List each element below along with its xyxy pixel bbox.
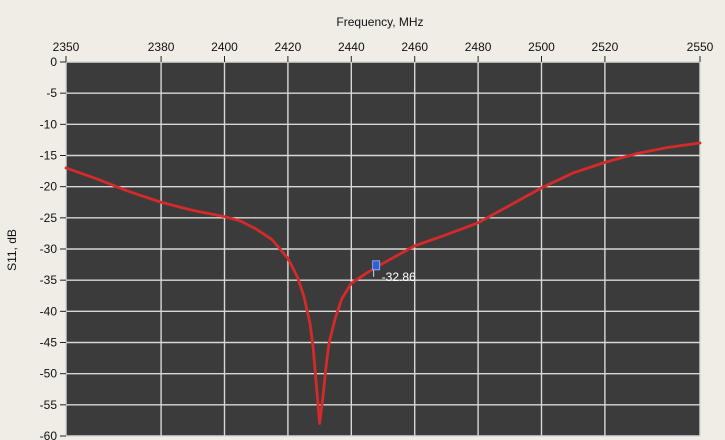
- x-tick-label: 2440: [338, 40, 365, 54]
- marker-annotations: -32.86: [372, 260, 416, 284]
- x-tick-label: 2520: [592, 40, 619, 54]
- x-tick-label: 2480: [465, 40, 492, 54]
- x-tick-label: 2380: [148, 40, 175, 54]
- y-tick-label: -50: [40, 367, 58, 381]
- marker-point: [372, 260, 381, 271]
- x-axis-title: Frequency, MHz: [336, 15, 423, 29]
- y-tick-label: -5: [46, 86, 57, 100]
- x-tick-label: 2460: [401, 40, 428, 54]
- x-tick-label: 2420: [275, 40, 302, 54]
- y-tick-label: -30: [40, 242, 58, 256]
- y-axis-title: S11, dB: [5, 229, 19, 271]
- marker-value-label: -32.86: [382, 270, 416, 284]
- y-tick-label: -35: [40, 273, 58, 287]
- x-tick-label: 2500: [528, 40, 555, 54]
- y-tick-label: -40: [40, 304, 58, 318]
- y-tick-label: -15: [40, 149, 58, 163]
- s11-series-line: [64, 141, 702, 425]
- y-tick-label: -60: [40, 429, 58, 440]
- y-tick-label: -25: [40, 211, 58, 225]
- x-axis-ticks: 2350 2380 2400 2420 2440 2460 2480 2500 2520 2550: [53, 40, 714, 62]
- y-tick-label: 0: [50, 55, 57, 69]
- y-tick-label: -45: [40, 336, 58, 350]
- y-axis-ticks: 0 -5 -10 -15 -20 -25 -30 -35 -40 -45 -50 -55 -60: [40, 55, 66, 440]
- x-tick-label: 2350: [53, 40, 80, 54]
- y-tick-label: -10: [40, 117, 58, 131]
- y-tick-label: -55: [40, 398, 58, 412]
- grid-lines: [65, 61, 701, 437]
- x-tick-label: 2550: [687, 40, 714, 54]
- x-tick-label: 2400: [211, 40, 238, 54]
- y-tick-label: -20: [40, 180, 58, 194]
